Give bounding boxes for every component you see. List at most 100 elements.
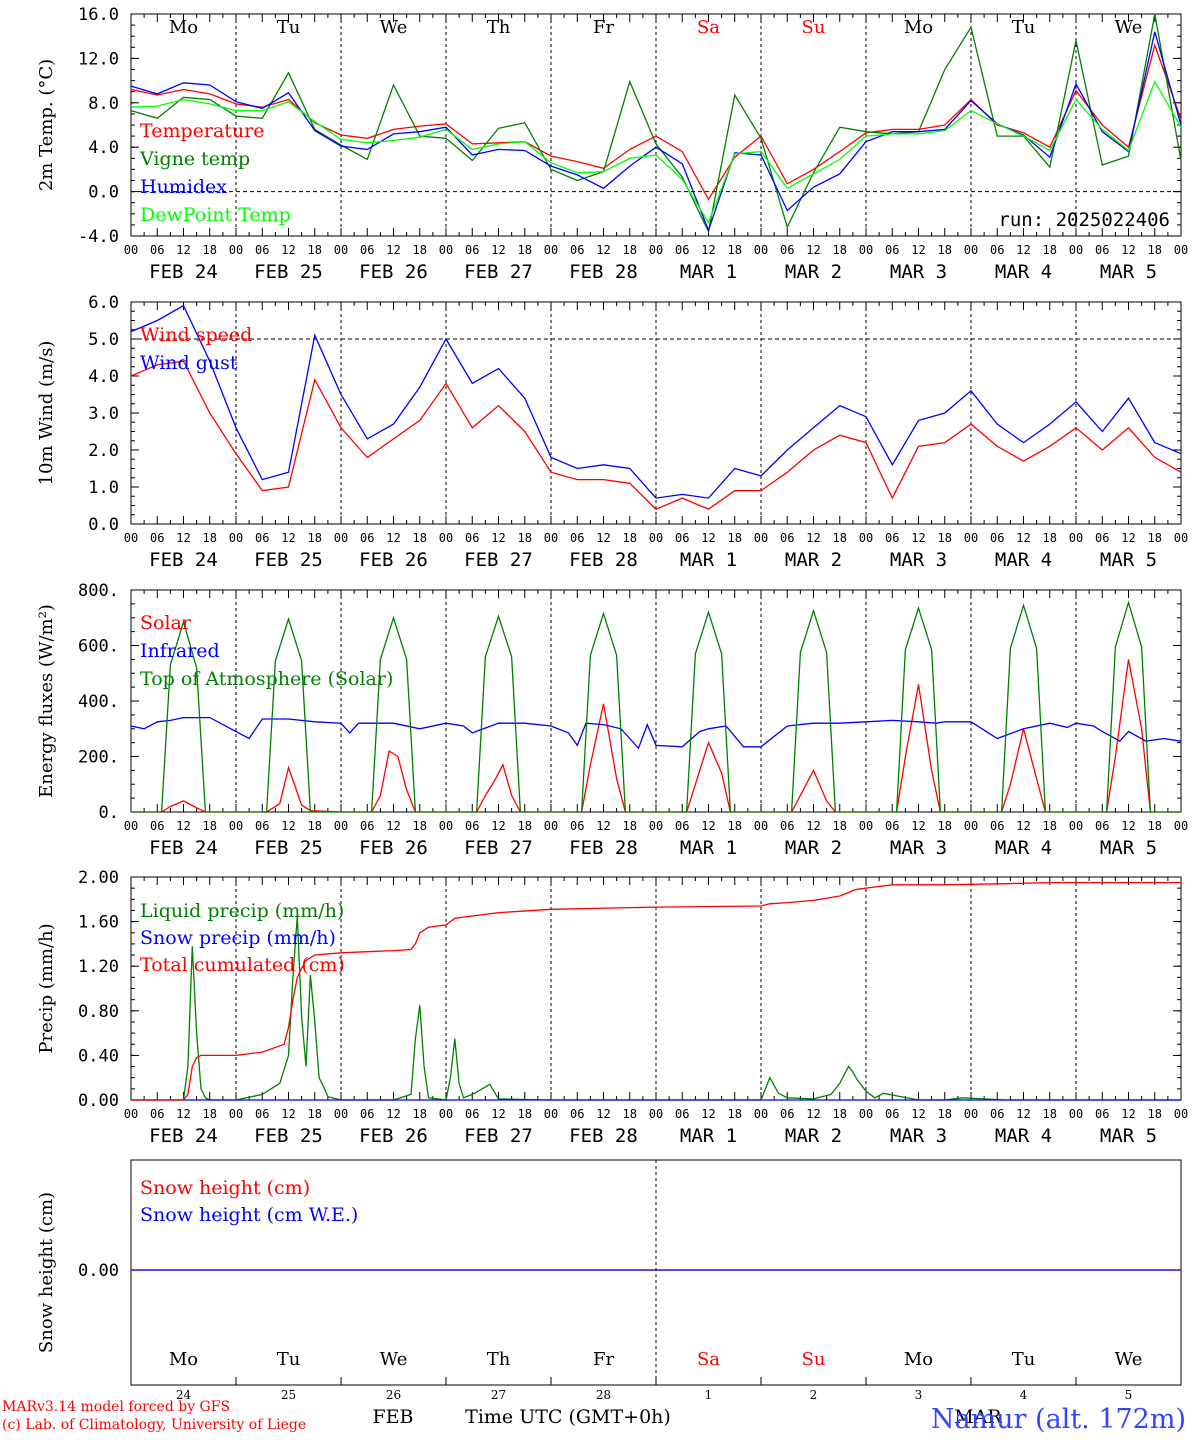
day-name-label: Su xyxy=(802,1349,826,1370)
x-tick-label: 12 xyxy=(386,819,400,833)
day-number-label: 24 xyxy=(176,1388,192,1402)
x-tick-label: 00 xyxy=(439,819,453,833)
credit-line-1: MARv3.14 model forced by GFS xyxy=(2,1399,231,1415)
x-tick-label: 00 xyxy=(859,1107,873,1121)
x-tick-label: 00 xyxy=(1069,531,1083,545)
x-tick-label: 06 xyxy=(150,243,164,257)
y-axis-label: Precip (mm/h) xyxy=(36,923,57,1053)
x-tick-label: 06 xyxy=(360,819,374,833)
day-name-label: Tu xyxy=(277,1349,301,1370)
date-label: FEB 24 xyxy=(149,837,218,859)
x-tick-label: 00 xyxy=(544,243,558,257)
legend-entry: Infrared xyxy=(140,640,220,662)
legend-entry: DewPoint Temp xyxy=(140,204,291,226)
date-label: MAR 2 xyxy=(785,1125,842,1147)
x-tick-label: 00 xyxy=(544,531,558,545)
y-tick-label: 2.0 xyxy=(88,441,119,461)
y-axis-label: 10m Wind (m/s) xyxy=(36,341,57,486)
x-tick-label: 12 xyxy=(596,1107,610,1121)
x-tick-label: 12 xyxy=(596,819,610,833)
y-tick-label: 4.0 xyxy=(88,367,119,387)
x-tick-label: 12 xyxy=(911,819,925,833)
day-name-label: Tu xyxy=(277,17,301,38)
x-tick-label: 06 xyxy=(675,243,689,257)
x-tick-label: 06 xyxy=(570,243,584,257)
x-tick-label: 00 xyxy=(334,1107,348,1121)
x-tick-label: 12 xyxy=(281,819,295,833)
y-tick-label: 400. xyxy=(78,692,119,712)
date-label: FEB 25 xyxy=(254,549,323,571)
day-name-label: Su xyxy=(802,17,826,38)
x-tick-label: 12 xyxy=(911,243,925,257)
date-label: FEB 24 xyxy=(149,549,218,571)
x-tick-label: 12 xyxy=(701,531,715,545)
x-tick-label: 00 xyxy=(1174,531,1188,545)
date-label: MAR 3 xyxy=(890,261,947,283)
date-label: MAR 4 xyxy=(995,261,1052,283)
month-label: FEB xyxy=(372,1406,413,1428)
date-label: MAR 1 xyxy=(680,1125,737,1147)
x-tick-label: 06 xyxy=(780,819,794,833)
x-tick-label: 00 xyxy=(334,531,348,545)
x-tick-label: 18 xyxy=(518,243,532,257)
x-tick-label: 06 xyxy=(255,819,269,833)
y-tick-label: 200. xyxy=(78,748,119,768)
x-tick-label: 00 xyxy=(964,819,978,833)
x-tick-label: 12 xyxy=(491,243,505,257)
x-tick-label: 12 xyxy=(806,531,820,545)
date-label: MAR 1 xyxy=(680,549,737,571)
x-tick-label: 12 xyxy=(386,531,400,545)
date-label: FEB 24 xyxy=(149,1125,218,1147)
x-tick-label: 12 xyxy=(491,819,505,833)
x-tick-label: 00 xyxy=(229,819,243,833)
x-tick-label: 00 xyxy=(1174,243,1188,257)
x-tick-label: 18 xyxy=(833,819,847,833)
x-tick-label: 18 xyxy=(728,243,742,257)
x-tick-label: 06 xyxy=(465,243,479,257)
y-tick-label: 2.00 xyxy=(78,868,119,888)
day-name-label: Tu xyxy=(1012,17,1036,38)
date-label: MAR 1 xyxy=(680,261,737,283)
legend-entry: Humidex xyxy=(140,176,227,198)
x-tick-label: 06 xyxy=(150,1107,164,1121)
day-name-label: Mo xyxy=(169,17,198,38)
x-tick-label: 00 xyxy=(859,243,873,257)
date-label: MAR 5 xyxy=(1100,261,1157,283)
x-tick-label: 00 xyxy=(964,243,978,257)
x-tick-label: 18 xyxy=(413,243,427,257)
day-number-label: 5 xyxy=(1125,1388,1133,1402)
x-tick-label: 12 xyxy=(1121,243,1135,257)
x-tick-label: 00 xyxy=(1174,1107,1188,1121)
x-tick-label: 12 xyxy=(281,531,295,545)
station-label: Namur (alt. 172m) xyxy=(931,1404,1186,1435)
y-tick-label: 0.80 xyxy=(78,1002,119,1022)
date-label: FEB 26 xyxy=(359,261,428,283)
day-name-label: Sa xyxy=(697,1349,720,1370)
legend-entry: Snow precip (mm/h) xyxy=(140,927,336,949)
x-tick-label: 12 xyxy=(491,531,505,545)
day-name-label: We xyxy=(1115,17,1143,38)
x-tick-label: 12 xyxy=(1016,819,1030,833)
x-tick-label: 06 xyxy=(675,531,689,545)
x-tick-label: 00 xyxy=(439,531,453,545)
day-name-label: Mo xyxy=(904,17,933,38)
x-tick-label: 06 xyxy=(990,243,1004,257)
x-tick-label: 06 xyxy=(780,531,794,545)
x-tick-label: 18 xyxy=(1148,819,1162,833)
x-tick-label: 00 xyxy=(1069,819,1083,833)
y-tick-label: 16.0 xyxy=(78,5,119,25)
day-name-label: Mo xyxy=(169,1349,198,1370)
x-tick-label: 18 xyxy=(308,1107,322,1121)
day-name-label: We xyxy=(380,1349,408,1370)
legend-entry: Vigne temp xyxy=(139,148,250,170)
x-tick-label: 00 xyxy=(649,531,663,545)
x-tick-label: 06 xyxy=(780,243,794,257)
x-tick-label: 12 xyxy=(176,1107,190,1121)
x-tick-label: 06 xyxy=(255,1107,269,1121)
x-tick-label: 18 xyxy=(518,1107,532,1121)
legend-entry: Top of Atmosphere (Solar) xyxy=(140,668,393,690)
day-name-label: Th xyxy=(487,1349,511,1370)
x-axis-title: Time UTC (GMT+0h) xyxy=(465,1406,671,1428)
day-number-label: 25 xyxy=(281,1388,296,1402)
